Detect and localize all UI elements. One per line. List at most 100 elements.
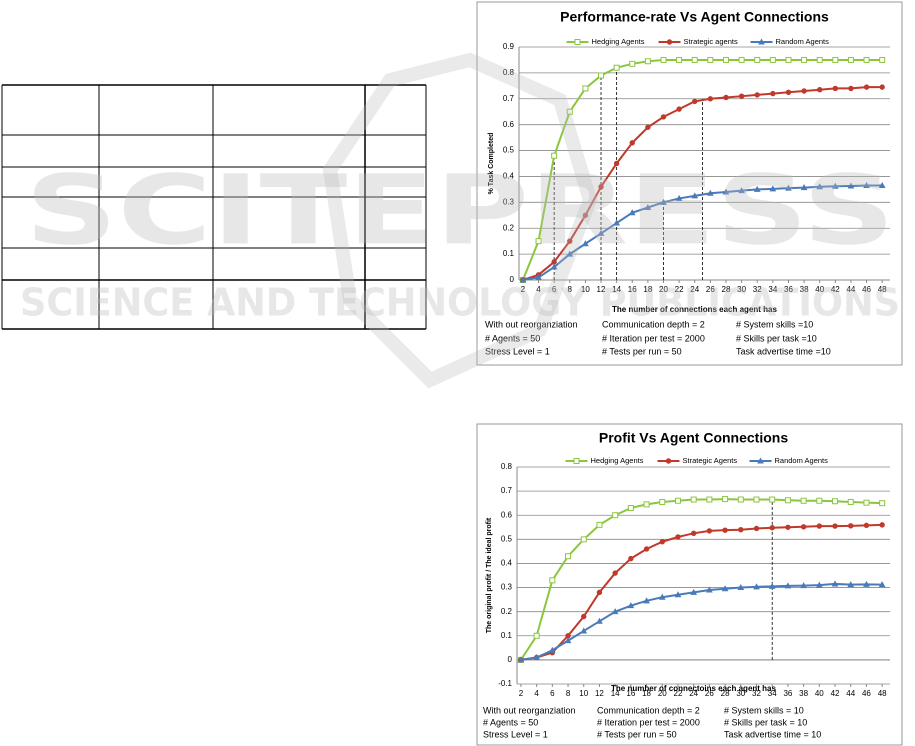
y-tick-label: 0.9 xyxy=(503,42,515,51)
point xyxy=(674,497,681,504)
y-tick-label: 0.3 xyxy=(503,197,515,206)
x-tick-label: 18 xyxy=(642,689,651,698)
point xyxy=(738,93,745,99)
point xyxy=(722,527,728,533)
point xyxy=(722,56,729,63)
point xyxy=(784,582,792,589)
x-tick-label: 10 xyxy=(581,285,590,294)
point xyxy=(627,602,635,609)
x-tick-label: 6 xyxy=(552,285,557,294)
chart-frame xyxy=(476,1,903,366)
x-tick-label: 38 xyxy=(799,689,808,698)
point xyxy=(659,539,665,545)
y-tick-label: 0.7 xyxy=(501,486,513,495)
point xyxy=(863,499,870,506)
point xyxy=(564,637,572,644)
point xyxy=(611,608,619,615)
legend-label: Random Agents xyxy=(776,37,830,46)
point xyxy=(658,593,666,600)
point xyxy=(754,56,761,63)
watermark: SCITEPRESS xyxy=(25,154,895,266)
legend-label: Strategic Agents xyxy=(683,456,738,465)
point xyxy=(597,229,605,236)
note: With out reorganziation xyxy=(485,319,578,329)
point xyxy=(535,238,542,245)
x-tick-label: 8 xyxy=(566,689,571,698)
note: # Skills per task =10 xyxy=(736,333,817,343)
note: With out reorganziation xyxy=(483,705,576,715)
point xyxy=(863,522,870,529)
point xyxy=(691,56,698,63)
point xyxy=(753,525,760,532)
y-tick-label: 0.2 xyxy=(503,223,515,232)
watermark-logo xyxy=(322,52,598,389)
note: # Agents = 50 xyxy=(485,333,540,343)
point xyxy=(690,496,697,503)
x-tick-label: 48 xyxy=(878,285,887,294)
point xyxy=(706,586,713,593)
point xyxy=(878,581,886,588)
point xyxy=(629,140,635,146)
x-tick-label: 4 xyxy=(534,689,539,698)
x-tick-label: 18 xyxy=(643,285,652,294)
x-tick-label: 48 xyxy=(878,689,887,698)
note: # Skills per task = 10 xyxy=(724,717,807,727)
y-tick-label: 0.8 xyxy=(503,68,515,77)
point xyxy=(738,56,745,63)
y-tick-label: 0 xyxy=(510,275,515,284)
point xyxy=(566,108,573,115)
legend-marker xyxy=(665,458,672,464)
legend-label: Hedging Agents xyxy=(591,456,644,465)
x-axis-label: The number of connections each agent has xyxy=(612,305,777,314)
point xyxy=(722,496,729,503)
point xyxy=(676,106,682,112)
x-axis-label: The number of connectoins each agent has xyxy=(611,684,776,693)
point xyxy=(831,182,839,189)
x-tick-label: 42 xyxy=(831,285,840,294)
point xyxy=(863,580,870,587)
point xyxy=(676,56,683,63)
point xyxy=(660,56,667,63)
y-tick-label: 0.4 xyxy=(503,172,515,181)
note: # System skills =10 xyxy=(736,319,813,329)
point xyxy=(832,85,839,92)
point xyxy=(785,56,792,63)
point xyxy=(769,56,776,63)
y-tick-label: 0.1 xyxy=(501,631,513,640)
point xyxy=(692,98,698,105)
point xyxy=(785,89,792,96)
point xyxy=(832,56,839,63)
point xyxy=(816,497,823,504)
y-tick-label: 0 xyxy=(508,655,513,664)
x-tick-label: 14 xyxy=(612,285,621,294)
x-tick-label: 34 xyxy=(768,285,777,294)
chart-title: Performance-rate Vs Agent Connections xyxy=(560,9,829,25)
x-tick-label: 42 xyxy=(831,689,840,698)
note: # Iteration per test = 2000 xyxy=(602,333,705,343)
point xyxy=(596,521,603,528)
x-tick-label: 16 xyxy=(628,285,637,294)
y-tick-label: 0.8 xyxy=(501,462,513,471)
point xyxy=(643,546,650,552)
x-tick-label: 26 xyxy=(706,285,715,294)
point xyxy=(738,526,744,533)
x-tick-label: 40 xyxy=(815,285,824,294)
point xyxy=(769,496,776,503)
point xyxy=(816,56,823,63)
point xyxy=(628,555,634,562)
y-axis-label: % Task Completed xyxy=(488,133,495,195)
point xyxy=(707,189,714,196)
point xyxy=(879,522,885,528)
point xyxy=(800,582,807,589)
note: Task advertise time = 10 xyxy=(724,729,821,739)
point xyxy=(596,617,603,624)
point xyxy=(800,524,807,530)
x-tick-label: 26 xyxy=(705,689,714,698)
y-tick-label: 0.5 xyxy=(501,534,513,543)
legend-marker xyxy=(573,458,580,464)
x-tick-label: 30 xyxy=(736,689,745,698)
point xyxy=(769,525,775,531)
x-tick-label: 44 xyxy=(846,689,855,698)
point xyxy=(690,588,698,595)
y-axis-label: The original profit / The ideal profit xyxy=(486,517,493,633)
